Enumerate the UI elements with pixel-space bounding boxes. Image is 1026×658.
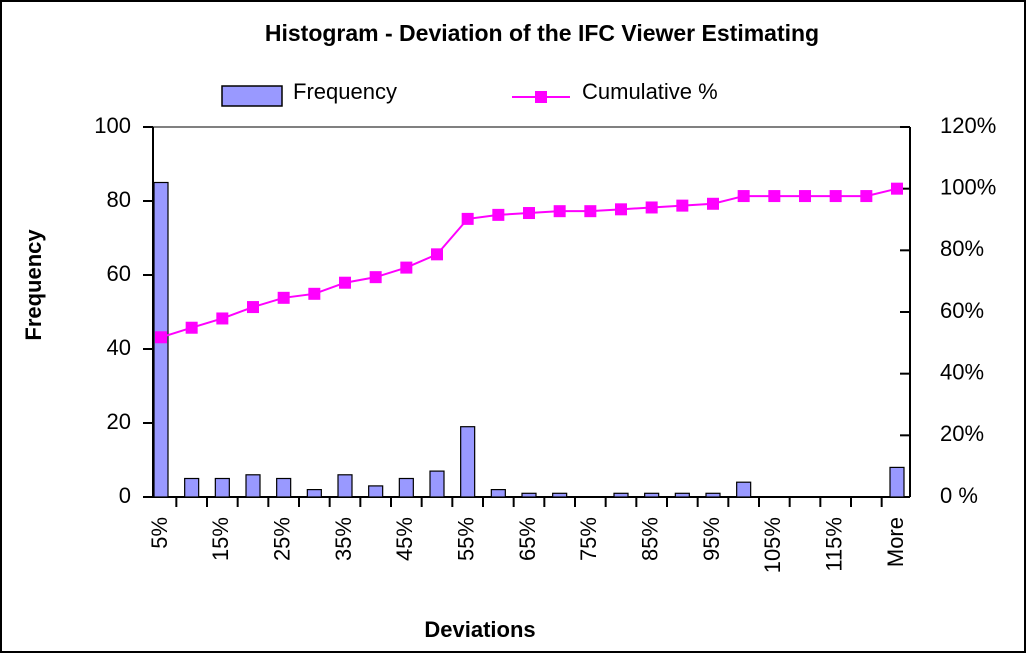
bar bbox=[674, 492, 690, 498]
y2-tick-label: 80% bbox=[940, 236, 984, 261]
line-marker bbox=[584, 205, 597, 218]
legend-swatch bbox=[221, 85, 283, 107]
line-marker bbox=[308, 287, 321, 300]
x-tick-label: 115% bbox=[821, 517, 846, 572]
x-tick-label: 25% bbox=[269, 517, 294, 561]
y2-tick-label: 40% bbox=[940, 359, 984, 384]
bar bbox=[368, 485, 384, 498]
y2-tick-label: 60% bbox=[940, 298, 984, 323]
y-axis-title: Frequency bbox=[21, 229, 46, 341]
line-marker bbox=[891, 182, 903, 195]
bar bbox=[644, 492, 660, 498]
line-marker bbox=[523, 207, 535, 220]
legend-label: Cumulative % bbox=[582, 79, 718, 104]
line-marker bbox=[645, 201, 658, 214]
line-marker bbox=[799, 190, 811, 203]
bar bbox=[337, 474, 353, 498]
legend-label: Frequency bbox=[293, 79, 397, 104]
line-marker bbox=[216, 312, 229, 325]
y-tick-label: 0 bbox=[119, 483, 131, 508]
line-marker bbox=[369, 271, 382, 284]
bar bbox=[552, 492, 568, 498]
x-tick-label: 5% bbox=[147, 517, 172, 549]
line-marker bbox=[676, 199, 689, 212]
bar bbox=[429, 470, 445, 498]
line-marker bbox=[339, 276, 351, 289]
x-tick-label: More bbox=[883, 517, 908, 567]
bar bbox=[613, 492, 629, 498]
legend-marker bbox=[535, 91, 547, 103]
y-tick-label: 20 bbox=[107, 409, 131, 434]
line-marker bbox=[829, 190, 842, 203]
y2-tick-label: 100% bbox=[940, 174, 996, 199]
y2-tick-label: 120% bbox=[940, 113, 996, 138]
line-marker bbox=[768, 190, 781, 203]
y-tick-label: 80 bbox=[107, 187, 131, 212]
bar bbox=[184, 477, 200, 498]
line-marker bbox=[400, 261, 413, 274]
line-marker bbox=[860, 190, 873, 203]
line-marker bbox=[185, 321, 198, 334]
y2-tick-label: 0 % bbox=[940, 483, 978, 508]
line-marker bbox=[155, 331, 167, 344]
line-marker bbox=[431, 248, 443, 261]
bar bbox=[736, 481, 752, 498]
chart-title: Histogram - Deviation of the IFC Viewer … bbox=[265, 20, 819, 46]
bar bbox=[306, 489, 322, 498]
x-tick-label: 15% bbox=[208, 517, 233, 561]
y-tick-label: 40 bbox=[107, 335, 131, 360]
x-axis-title: Deviations bbox=[424, 617, 535, 642]
bar bbox=[490, 489, 506, 498]
bar bbox=[460, 426, 476, 498]
x-tick-label: 65% bbox=[515, 517, 540, 561]
bar bbox=[705, 492, 721, 498]
line-marker bbox=[737, 190, 750, 203]
line-marker bbox=[461, 212, 474, 225]
y-tick-label: 100 bbox=[94, 113, 131, 138]
bar bbox=[276, 477, 292, 498]
bar bbox=[521, 492, 537, 498]
x-tick-label: 95% bbox=[699, 517, 724, 561]
x-tick-label: 35% bbox=[331, 517, 356, 561]
x-tick-label: 45% bbox=[392, 517, 417, 561]
bar bbox=[889, 466, 905, 498]
line-marker bbox=[247, 301, 259, 314]
bar bbox=[245, 474, 261, 498]
x-tick-label: 85% bbox=[637, 517, 662, 561]
bar bbox=[214, 477, 230, 498]
line-marker bbox=[492, 208, 505, 221]
bar bbox=[398, 477, 414, 498]
x-tick-label: 105% bbox=[760, 517, 785, 573]
line-marker bbox=[277, 291, 290, 304]
y-tick-label: 60 bbox=[107, 261, 131, 286]
y2-tick-label: 20% bbox=[940, 421, 984, 446]
line-marker bbox=[615, 203, 627, 216]
x-tick-label: 55% bbox=[453, 517, 478, 561]
x-tick-label: 75% bbox=[576, 517, 601, 561]
line-marker bbox=[707, 197, 719, 210]
line-marker bbox=[553, 205, 566, 218]
